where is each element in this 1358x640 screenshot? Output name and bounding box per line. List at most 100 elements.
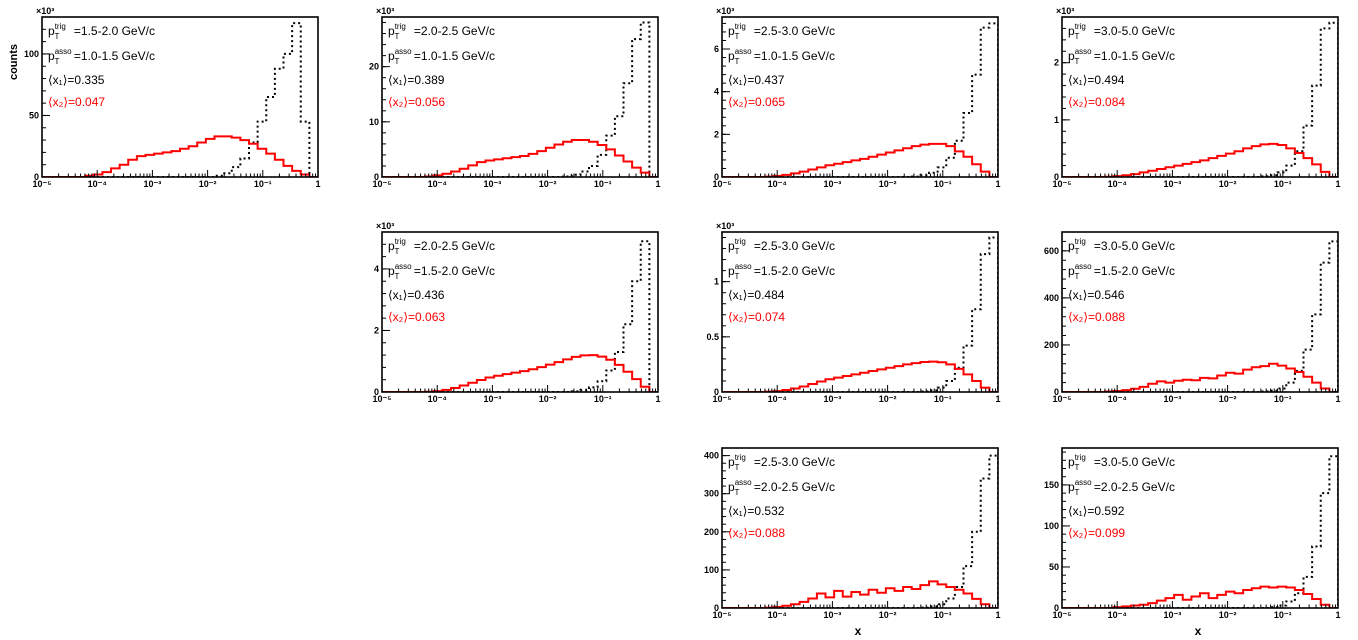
pt-label: passo T =1.5-2.0 GeV/c xyxy=(388,262,495,281)
pt-label: passo T =2.0-2.5 GeV/c xyxy=(728,478,835,497)
x-tick-label: 10⁻¹ xyxy=(1274,179,1292,189)
y-tick-label: 4 xyxy=(714,87,719,97)
x-tick-label: 10⁻¹ xyxy=(594,394,612,404)
x-tick-label: 10⁻⁴ xyxy=(1108,610,1127,620)
x-tick-label: 10⁻⁵ xyxy=(1053,610,1072,620)
y-tick-label: 1 xyxy=(714,277,719,287)
x-tick-label: 10⁻³ xyxy=(1164,179,1182,189)
plot-area xyxy=(722,236,998,392)
series-x2-histogram xyxy=(382,139,658,177)
pt-label: ptrig T =2.5-3.0 GeV/c xyxy=(728,22,835,41)
mean-x-label: ⟨x₁⟩=0.335 xyxy=(48,73,105,87)
y-tick-label: 1 xyxy=(1054,115,1059,125)
series-x2-histogram xyxy=(722,580,998,608)
y-tick-label: 0 xyxy=(374,172,379,182)
x-tick-label: 10⁻³ xyxy=(484,394,502,404)
mean-x-label: ⟨x₂⟩=0.088 xyxy=(728,526,785,540)
pt-label: passo T =1.0-1.5 GeV/c xyxy=(388,47,495,66)
plot-area xyxy=(722,454,998,608)
x-tick-label: 1 xyxy=(655,394,660,404)
mean-x-label: ⟨x₁⟩=0.546 xyxy=(1068,288,1125,302)
x-tick-label: 1 xyxy=(1335,179,1340,189)
y-tick-label: 100 xyxy=(704,565,719,575)
pt-label: passo T =1.0-1.5 GeV/c xyxy=(1068,47,1175,66)
pt-label: passo T =1.5-2.0 GeV/c xyxy=(1068,262,1175,281)
series-x2-histogram xyxy=(382,354,658,392)
mean-x-label: ⟨x₂⟩=0.084 xyxy=(1068,95,1125,109)
plot-frame xyxy=(721,16,999,178)
y-tick-label: 0 xyxy=(714,387,719,397)
y-tick-label: 4 xyxy=(374,264,379,274)
panel-r2-c3: 10⁻⁵ 10⁻⁴ 10⁻³ 10⁻² 10⁻¹ 1 0 50 100 150 ptrig T =3.0… xyxy=(1044,447,1341,620)
mean-x-label: ⟨x₁⟩=0.389 xyxy=(388,73,445,87)
y-tick-label: 0 xyxy=(1054,603,1059,613)
plot-frame xyxy=(721,231,999,393)
plot-frame xyxy=(721,447,999,609)
y-exponent-label: ×10³ xyxy=(376,221,394,231)
y-tick-label: 10 xyxy=(369,117,379,127)
x-tick-label: 10⁻² xyxy=(879,394,897,404)
series-x1-histogram xyxy=(1062,455,1338,608)
x-tick-label: 10⁻⁴ xyxy=(768,610,787,620)
y-tick-label: 50 xyxy=(29,110,39,120)
series-x1-histogram xyxy=(1062,21,1338,177)
y-tick-label: 150 xyxy=(1044,480,1059,490)
x-tick-label: 10⁻³ xyxy=(824,179,842,189)
mean-x-label: ⟨x₂⟩=0.065 xyxy=(728,95,785,109)
series-x2-histogram xyxy=(42,135,318,177)
panel-r2-c2: 10⁻⁵ 10⁻⁴ 10⁻³ 10⁻² 10⁻¹ 1 0 100 200 300 400 ptrig T… xyxy=(704,447,1001,620)
mean-x-label: ⟨x₂⟩=0.047 xyxy=(48,95,105,109)
x-tick-label: 10⁻⁴ xyxy=(768,179,787,189)
panel-r0-c3: 10⁻⁵ 10⁻⁴ 10⁻³ 10⁻² 10⁻¹ 1 0 1 2 ×10³ ptrig T =3.0-5… xyxy=(1053,6,1341,189)
x-tick-label: 10⁻² xyxy=(1219,610,1237,620)
x-tick-label: 10⁻¹ xyxy=(254,179,272,189)
x-tick-label: 1 xyxy=(995,610,1000,620)
x-tick-label: 10⁻⁵ xyxy=(33,179,52,189)
pt-label: passo T =1.0-1.5 GeV/c xyxy=(48,47,155,66)
panel-r1-c2: 10⁻⁵ 10⁻⁴ 10⁻³ 10⁻² 10⁻¹ 1 0 0.5 1 ×10³ ptrig T =2.5… xyxy=(706,221,1000,404)
x-tick-label: 10⁻² xyxy=(539,179,557,189)
x-tick-label: 1 xyxy=(1335,610,1340,620)
y-tick-label: 100 xyxy=(24,49,39,59)
x-tick-label: 10⁻¹ xyxy=(1274,394,1292,404)
mean-x-label: ⟨x₂⟩=0.074 xyxy=(728,310,785,324)
y-tick-label: 0 xyxy=(374,387,379,397)
series-x2-histogram xyxy=(1062,362,1338,392)
y-tick-label: 600 xyxy=(1044,246,1059,256)
mean-x-label: ⟨x₂⟩=0.088 xyxy=(1068,310,1125,324)
x-tick-label: 10⁻⁵ xyxy=(373,394,392,404)
mean-x-label: ⟨x₁⟩=0.494 xyxy=(1068,73,1125,87)
x-tick-label: 1 xyxy=(1335,394,1340,404)
x-tick-label: 10⁻¹ xyxy=(1274,610,1292,620)
y-tick-label: 0.5 xyxy=(706,332,719,342)
y-tick-label: 0 xyxy=(1054,172,1059,182)
y-exponent-label: ×10³ xyxy=(716,6,734,16)
y-exponent-label: ×10³ xyxy=(376,6,394,16)
y-tick-label: 100 xyxy=(1044,521,1059,531)
y-tick-label: 0 xyxy=(714,172,719,182)
x-tick-label: 10⁻² xyxy=(1219,394,1237,404)
x-tick-label: 10⁻² xyxy=(1219,179,1237,189)
x-tick-label: 10⁻³ xyxy=(824,610,842,620)
x-tick-label: 10⁻² xyxy=(879,179,897,189)
y-tick-label: 0 xyxy=(714,603,719,613)
y-axis-title: counts xyxy=(8,44,20,80)
plot-frame xyxy=(41,16,319,178)
plot-area xyxy=(722,22,998,177)
x-tick-label: 10⁻⁴ xyxy=(88,179,107,189)
pt-label: passo T =2.0-2.5 GeV/c xyxy=(1068,478,1175,497)
plot-area xyxy=(1062,21,1338,177)
x-tick-label: 10⁻⁴ xyxy=(428,179,447,189)
y-tick-label: 2 xyxy=(374,325,379,335)
x-tick-label: 10⁻⁵ xyxy=(713,394,732,404)
mean-x-label: ⟨x₁⟩=0.436 xyxy=(388,288,445,302)
series-x2-histogram xyxy=(1062,585,1338,608)
x-tick-label: 10⁻⁴ xyxy=(768,394,787,404)
x-tick-label: 10⁻¹ xyxy=(934,394,952,404)
x-tick-label: 1 xyxy=(995,179,1000,189)
plot-area xyxy=(1062,240,1338,392)
y-tick-label: 200 xyxy=(1044,340,1059,350)
plot-frame xyxy=(381,231,659,393)
x-tick-label: 10⁻⁵ xyxy=(1053,394,1072,404)
